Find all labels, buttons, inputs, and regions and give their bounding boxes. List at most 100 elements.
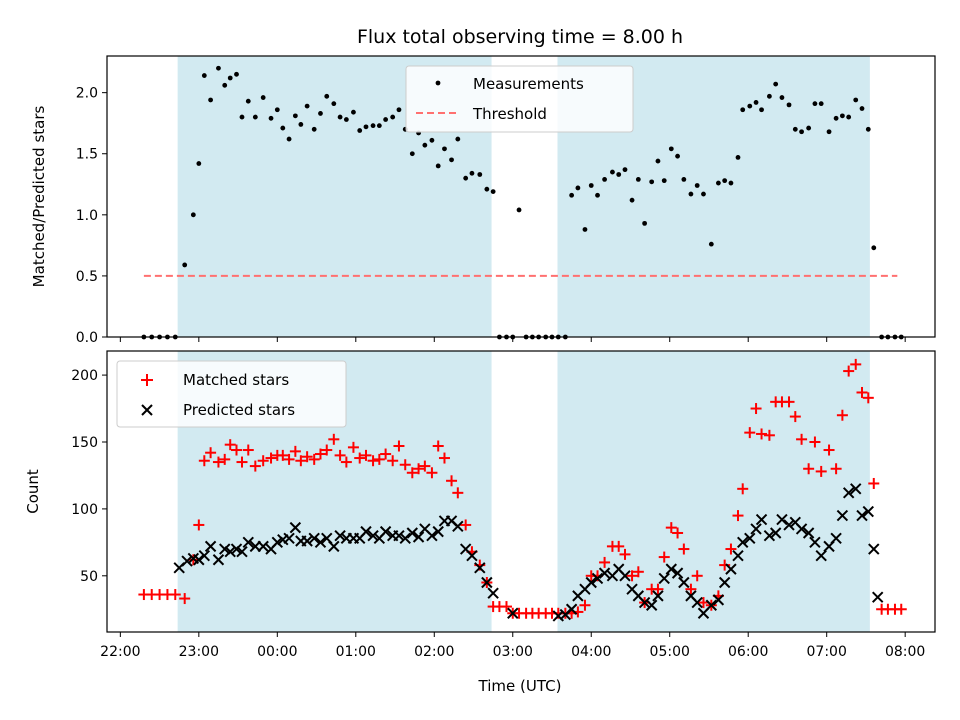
- matched-point: [354, 452, 366, 464]
- matched-point: [500, 601, 512, 613]
- predicted-point: [598, 567, 611, 579]
- predicted-point: [658, 572, 670, 585]
- measurement-point: [715, 180, 721, 186]
- y-tick-label: 0.0: [76, 330, 98, 346]
- predicted-point: [671, 567, 684, 579]
- matched-point: [613, 540, 625, 552]
- measurement-point: [298, 122, 304, 127]
- matched-point: [850, 358, 862, 370]
- predicted-point: [737, 536, 749, 549]
- matched-point: [360, 449, 372, 461]
- predicted-point: [718, 576, 731, 589]
- predicted-point: [732, 550, 744, 562]
- legend-threshold-label: Threshold: [472, 105, 547, 123]
- measurement-point: [331, 101, 337, 107]
- measurement-point: [681, 176, 687, 182]
- x-tick-label: 05:00: [650, 644, 690, 660]
- matched-point: [823, 444, 835, 456]
- matched-point: [803, 463, 815, 475]
- matched-point: [843, 365, 855, 377]
- matched-point: [179, 593, 191, 605]
- predicted-point: [585, 576, 597, 589]
- matched-point: [830, 463, 842, 475]
- predicted-point: [795, 523, 808, 535]
- top-y-ticks: 0.0 0.5 1.0 1.5 2.0: [76, 86, 107, 346]
- measurement-point: [477, 172, 483, 177]
- measurement-point: [595, 192, 600, 198]
- measurement-point: [516, 207, 522, 213]
- matched-point: [334, 449, 346, 461]
- predicted-point: [224, 546, 236, 558]
- measurement-point: [311, 126, 317, 132]
- predicted-point: [645, 599, 658, 611]
- predicted-point: [283, 532, 295, 545]
- measurement-point: [661, 178, 667, 184]
- measurement-point: [668, 146, 674, 152]
- matched-point: [277, 449, 289, 461]
- measurement-point: [455, 136, 461, 142]
- legend-measurements-marker: [435, 80, 441, 86]
- matched-point: [732, 510, 744, 522]
- predicted-point: [204, 540, 217, 553]
- matched-point: [198, 455, 210, 467]
- predicted-point: [619, 570, 631, 582]
- bottom-y-ticks: 50 100 150 200: [71, 368, 107, 585]
- predicted-point: [181, 555, 193, 567]
- measurement-point: [649, 179, 655, 185]
- measurement-point: [442, 146, 447, 152]
- matched-point: [815, 465, 827, 477]
- matched-point: [212, 456, 224, 468]
- matched-point: [321, 444, 333, 456]
- x-tick-label: 00:00: [257, 644, 297, 660]
- matched-point: [242, 444, 254, 456]
- measurement-point: [304, 103, 310, 109]
- x-tick-label: 07:00: [807, 644, 847, 660]
- measurement-point: [833, 115, 839, 121]
- bottom-legend: Matched stars Predicted stars: [116, 360, 347, 428]
- matched-point: [438, 452, 450, 464]
- matched-point: [783, 396, 795, 408]
- measurement-point: [239, 114, 245, 120]
- matched-point: [236, 456, 248, 468]
- measurement-point: [490, 189, 496, 195]
- predicted-point: [856, 509, 868, 522]
- y-tick-label: 100: [71, 502, 98, 518]
- measurement-point: [201, 73, 207, 78]
- matched-point: [895, 603, 907, 615]
- predicted-point: [750, 523, 762, 535]
- predicted-point: [379, 525, 392, 538]
- matched-point: [691, 570, 703, 582]
- legend-predicted-label: Predicted stars: [183, 401, 295, 419]
- measurement-point: [208, 97, 213, 103]
- measurement-point: [245, 98, 251, 104]
- top-x-ticks: [119, 337, 906, 342]
- matched-point: [658, 551, 670, 563]
- matched-point: [725, 543, 737, 555]
- predicted-point: [236, 546, 248, 558]
- matched-point: [796, 433, 808, 445]
- matched-point: [579, 599, 591, 611]
- matched-point: [744, 427, 756, 439]
- predicted-point: [328, 540, 340, 553]
- matched-point: [314, 448, 326, 460]
- measurement-point: [779, 95, 785, 100]
- predicted-point: [652, 590, 664, 602]
- measurement-point: [190, 212, 196, 218]
- predicted-point: [474, 562, 486, 574]
- predicted-point: [871, 591, 884, 603]
- measurement-point: [839, 113, 845, 119]
- measurement-point: [871, 245, 877, 251]
- measurement-point: [792, 126, 798, 132]
- predicted-point: [212, 554, 225, 566]
- predicted-point: [705, 599, 718, 611]
- measurement-point: [826, 129, 832, 135]
- predicted-point: [744, 532, 756, 545]
- measurement-point: [853, 97, 859, 103]
- measurement-point: [688, 191, 694, 197]
- measurement-point: [222, 82, 228, 88]
- measurement-point: [616, 172, 622, 177]
- predicted-point: [242, 536, 254, 549]
- matched-point: [289, 445, 301, 457]
- measurement-point: [786, 102, 792, 108]
- matched-point: [672, 527, 684, 539]
